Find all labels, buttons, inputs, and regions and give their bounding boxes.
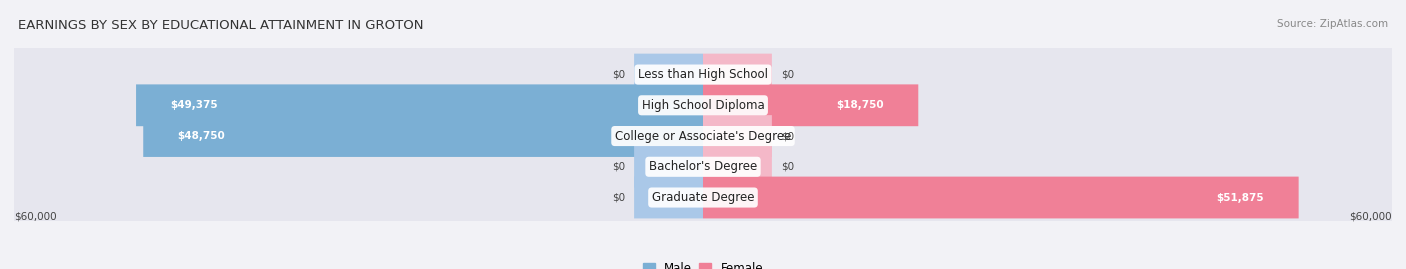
Text: Graduate Degree: Graduate Degree: [652, 191, 754, 204]
Text: $60,000: $60,000: [1350, 212, 1392, 222]
FancyBboxPatch shape: [14, 171, 1392, 225]
Text: $0: $0: [612, 70, 624, 80]
Text: High School Diploma: High School Diploma: [641, 99, 765, 112]
Text: $18,750: $18,750: [837, 100, 884, 110]
Text: $0: $0: [612, 193, 624, 203]
Text: $0: $0: [782, 131, 794, 141]
Text: $0: $0: [612, 162, 624, 172]
Legend: Male, Female: Male, Female: [638, 258, 768, 269]
FancyBboxPatch shape: [14, 109, 1392, 163]
Text: $0: $0: [782, 70, 794, 80]
Text: Less than High School: Less than High School: [638, 68, 768, 81]
FancyBboxPatch shape: [634, 146, 703, 188]
Text: Bachelor's Degree: Bachelor's Degree: [650, 160, 756, 173]
Text: $51,875: $51,875: [1216, 193, 1264, 203]
Text: Source: ZipAtlas.com: Source: ZipAtlas.com: [1277, 19, 1388, 29]
FancyBboxPatch shape: [14, 48, 1392, 102]
Text: $49,375: $49,375: [170, 100, 218, 110]
FancyBboxPatch shape: [634, 54, 703, 95]
FancyBboxPatch shape: [136, 84, 703, 126]
FancyBboxPatch shape: [14, 140, 1392, 194]
FancyBboxPatch shape: [703, 177, 1299, 218]
FancyBboxPatch shape: [14, 78, 1392, 132]
FancyBboxPatch shape: [703, 146, 772, 188]
FancyBboxPatch shape: [703, 84, 918, 126]
FancyBboxPatch shape: [143, 115, 703, 157]
Text: $48,750: $48,750: [177, 131, 225, 141]
FancyBboxPatch shape: [703, 115, 772, 157]
Text: EARNINGS BY SEX BY EDUCATIONAL ATTAINMENT IN GROTON: EARNINGS BY SEX BY EDUCATIONAL ATTAINMEN…: [18, 19, 423, 32]
Text: $0: $0: [782, 162, 794, 172]
FancyBboxPatch shape: [703, 54, 772, 95]
Text: College or Associate's Degree: College or Associate's Degree: [614, 130, 792, 143]
Text: $60,000: $60,000: [14, 212, 56, 222]
FancyBboxPatch shape: [634, 177, 703, 218]
